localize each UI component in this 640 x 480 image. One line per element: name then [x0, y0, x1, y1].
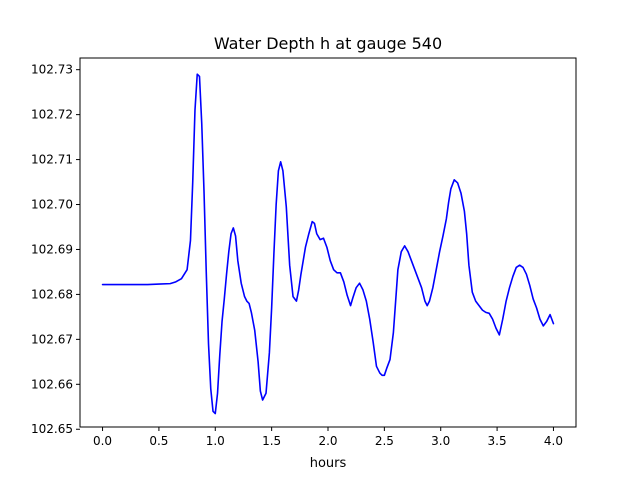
x-axis-ticks: 0.0 0.5 1.0 1.5 2.0 2.5 3.0 3.5 4.0 [93, 427, 563, 448]
y-axis-ticks: 102.65 102.66 102.67 102.68 102.69 102.70 102.… [31, 63, 80, 437]
x-tick-label: 4.0 [544, 434, 563, 448]
x-tick-label: 1.5 [262, 434, 281, 448]
y-tick-label: 102.72 [31, 108, 73, 122]
chart-title: Water Depth h at gauge 540 [214, 34, 442, 53]
y-tick-label: 102.69 [31, 242, 73, 256]
x-tick-label: 2.5 [375, 434, 394, 448]
y-tick-label: 102.73 [31, 63, 73, 77]
x-tick-label: 0.5 [149, 434, 168, 448]
axes-frame [80, 58, 576, 427]
y-tick-label: 102.71 [31, 153, 73, 167]
series-line-0 [103, 74, 554, 413]
y-tick-label: 102.66 [31, 377, 73, 391]
plot-area [80, 58, 576, 427]
series-layer [103, 74, 554, 413]
x-tick-label: 1.0 [206, 434, 225, 448]
x-tick-label: 3.5 [488, 434, 507, 448]
x-tick-label: 0.0 [93, 434, 112, 448]
x-tick-label: 3.0 [431, 434, 450, 448]
x-axis-label: hours [310, 456, 347, 471]
y-tick-label: 102.67 [31, 332, 73, 346]
x-tick-label: 2.0 [318, 434, 337, 448]
y-tick-label: 102.65 [31, 422, 73, 436]
y-tick-label: 102.68 [31, 287, 73, 301]
y-tick-label: 102.70 [31, 198, 73, 212]
